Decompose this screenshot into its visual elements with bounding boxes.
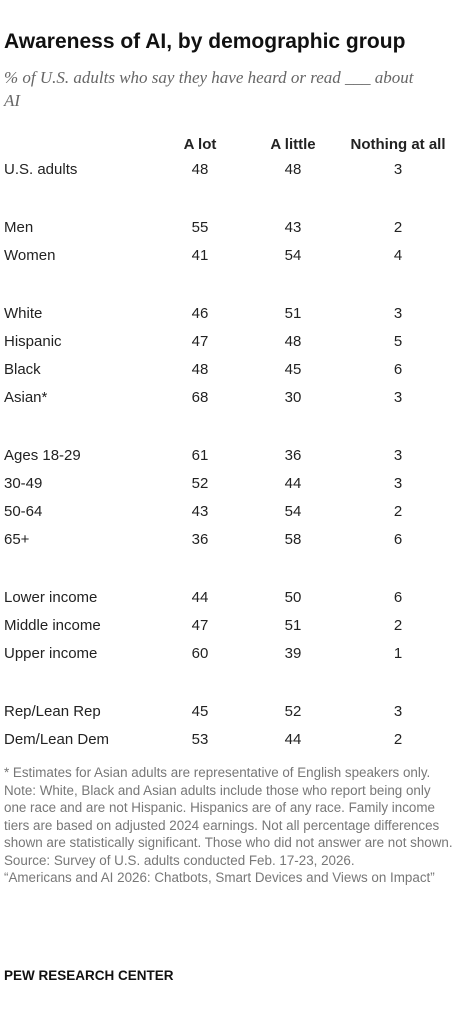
cell-value: 3 bbox=[393, 703, 403, 720]
row-label: 30-49 bbox=[4, 475, 43, 492]
cell-value: 48 bbox=[284, 333, 302, 350]
cell-value: 6 bbox=[393, 361, 403, 378]
cell-value: 30 bbox=[284, 389, 302, 406]
cell-value: 47 bbox=[191, 333, 209, 350]
cell-value: 48 bbox=[191, 161, 209, 178]
row-label: Black bbox=[4, 361, 41, 378]
cell-value: 54 bbox=[284, 503, 302, 520]
row-label: Asian* bbox=[4, 389, 48, 406]
cell-value: 2 bbox=[393, 219, 403, 236]
column-header: A little bbox=[270, 136, 316, 153]
cell-value: 51 bbox=[284, 305, 302, 322]
cell-value: 2 bbox=[393, 731, 403, 748]
cell-value: 6 bbox=[393, 531, 403, 548]
note: “Americans and AI 2026: Chatbots, Smart … bbox=[4, 870, 435, 885]
row-label: Lower income bbox=[4, 589, 98, 606]
cell-value: 51 bbox=[284, 617, 302, 634]
cell-value: 47 bbox=[191, 617, 209, 634]
column-header: A lot bbox=[183, 136, 217, 153]
cell-value: 43 bbox=[284, 219, 302, 236]
cell-value: 36 bbox=[191, 531, 209, 548]
cell-value: 41 bbox=[191, 247, 209, 264]
notes: * Estimates for Asian adults are represe… bbox=[4, 764, 456, 887]
cell-value: 50 bbox=[284, 589, 302, 606]
row-label: Dem/Lean Dem bbox=[4, 731, 110, 748]
note: Note: White, Black and Asian adults incl… bbox=[4, 782, 453, 851]
cell-value: 60 bbox=[191, 645, 209, 662]
cell-value: 45 bbox=[191, 703, 209, 720]
footer: PEW RESEARCH CENTER bbox=[4, 968, 174, 983]
row-label: White bbox=[4, 305, 43, 322]
cell-value: 52 bbox=[284, 703, 302, 720]
note: * Estimates for Asian adults are represe… bbox=[4, 765, 431, 780]
row-label: Women bbox=[4, 247, 56, 264]
cell-value: 52 bbox=[191, 475, 209, 492]
row-label: 65+ bbox=[4, 531, 30, 548]
cell-value: 3 bbox=[393, 161, 403, 178]
cell-value: 48 bbox=[284, 161, 302, 178]
row-label: Men bbox=[4, 219, 34, 236]
cell-value: 45 bbox=[284, 361, 302, 378]
cell-value: 4 bbox=[393, 247, 403, 264]
cell-value: 3 bbox=[393, 305, 403, 322]
cell-value: 39 bbox=[284, 645, 302, 662]
row-label: Hispanic bbox=[4, 333, 62, 350]
cell-value: 1 bbox=[393, 645, 403, 662]
cell-value: 68 bbox=[191, 389, 209, 406]
cell-value: 53 bbox=[191, 731, 209, 748]
cell-value: 2 bbox=[393, 503, 403, 520]
cell-value: 6 bbox=[393, 589, 403, 606]
cell-value: 5 bbox=[393, 333, 403, 350]
cell-value: 3 bbox=[393, 475, 403, 492]
cell-value: 36 bbox=[284, 447, 302, 464]
note: Source: Survey of U.S. adults conducted … bbox=[4, 852, 355, 868]
row-label: Rep/Lean Rep bbox=[4, 703, 101, 720]
cell-value: 48 bbox=[191, 361, 209, 378]
row-label: Upper income bbox=[4, 645, 98, 662]
cell-value: 2 bbox=[393, 617, 403, 634]
cell-value: 58 bbox=[284, 531, 302, 548]
row-label: Middle income bbox=[4, 617, 101, 634]
cell-value: 44 bbox=[284, 731, 302, 748]
column-header: Nothing at all bbox=[350, 136, 446, 153]
cell-value: 55 bbox=[191, 219, 209, 236]
row-label: U.S. adults bbox=[4, 161, 78, 178]
cell-value: 44 bbox=[284, 475, 302, 492]
row-label: 50-64 bbox=[4, 503, 43, 520]
cell-value: 3 bbox=[393, 447, 403, 464]
cell-value: 61 bbox=[191, 447, 209, 464]
subtitle: % of U.S. adults who say they have heard… bbox=[4, 68, 414, 110]
title: Awareness of AI, by demographic group bbox=[4, 30, 406, 53]
cell-value: 43 bbox=[191, 503, 209, 520]
cell-value: 44 bbox=[191, 589, 209, 606]
cell-value: 46 bbox=[191, 305, 209, 322]
row-label: Ages 18-29 bbox=[4, 447, 81, 464]
cell-value: 3 bbox=[393, 389, 403, 406]
cell-value: 54 bbox=[284, 247, 302, 264]
